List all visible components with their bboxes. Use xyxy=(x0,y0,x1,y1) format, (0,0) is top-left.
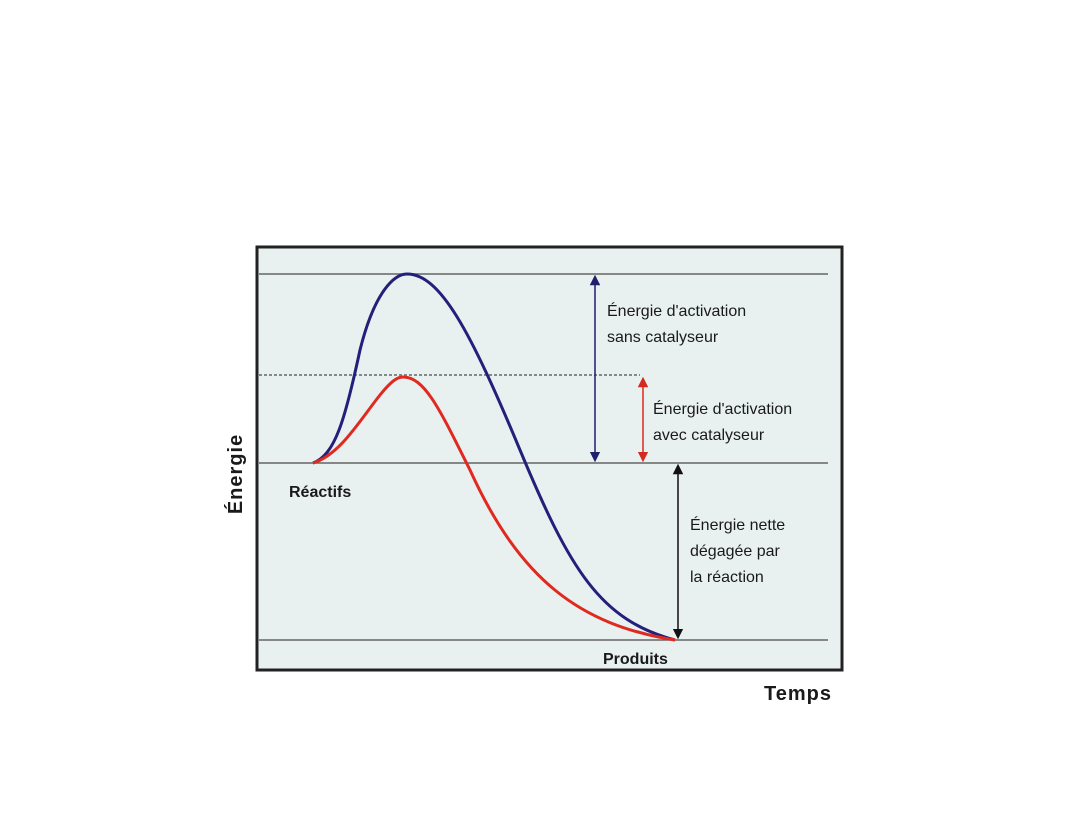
annotation-line: sans catalyseur xyxy=(607,329,719,346)
frame xyxy=(255,245,844,672)
x-axis-label: Temps xyxy=(764,683,832,705)
y-axis-label: Énergie xyxy=(224,434,247,514)
annotation-line: Énergie nette xyxy=(690,515,785,534)
annotation-line: Énergie d'activation xyxy=(607,301,746,320)
curve-catalyzed xyxy=(312,375,676,642)
annotation: Énergie d'activation sans catalyseur xyxy=(607,301,751,346)
curve-uncatalyzed xyxy=(312,272,676,642)
annotation-line: la réaction xyxy=(690,569,764,586)
annotation: Énergie nette dégagée par la réaction xyxy=(690,515,790,586)
reactants-label: Réactifs xyxy=(289,484,351,501)
annotation-line: Énergie d'activation xyxy=(653,399,792,418)
annotation-line: avec catalyseur xyxy=(653,427,765,444)
products-label: Produits xyxy=(603,651,668,668)
annotation-line: dégagée par xyxy=(690,543,781,560)
annotation: Énergie d'activation avec catalyseur xyxy=(653,399,797,444)
